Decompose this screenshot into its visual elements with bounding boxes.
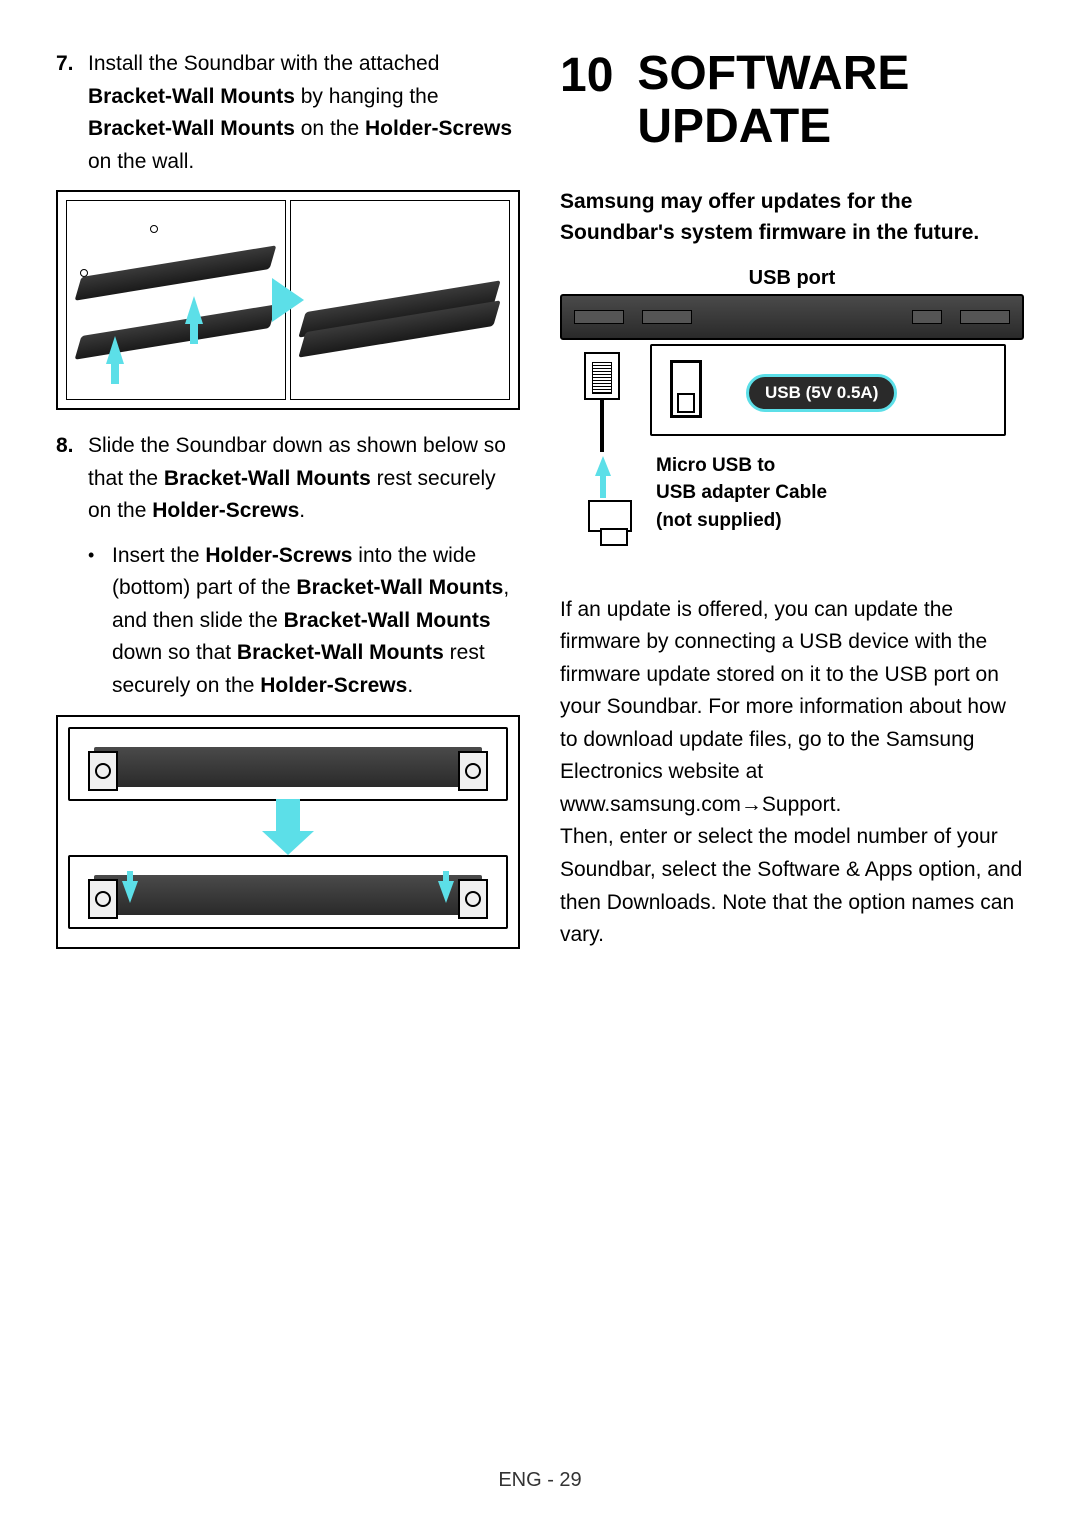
usb-plug-icon (584, 352, 620, 400)
figure-panel-right (290, 200, 510, 400)
text: . (299, 499, 305, 522)
figure-install-soundbar (56, 190, 520, 410)
chapter-title: SOFTWARE UPDATE (637, 48, 1024, 154)
figure-panel-left (66, 200, 286, 400)
step-number: 8. (56, 430, 88, 528)
figure-slide-mount (56, 715, 520, 949)
bold: Bracket-Wall Mounts (88, 117, 295, 140)
text: Then, enter or select the model number o… (560, 825, 1022, 946)
bold: Holder-Screws (260, 674, 407, 697)
usb-port-label: USB port (560, 267, 1024, 290)
body-paragraph: If an update is offered, you can update … (560, 594, 1024, 952)
bold: Bracket-Wall Mounts (284, 609, 491, 632)
text: on the (295, 117, 365, 140)
bold: Holder-Screws (365, 117, 512, 140)
text: Install the Soundbar with the attached (88, 52, 439, 75)
cable-label-line: USB adapter Cable (656, 479, 827, 507)
bold: Holder-Screws (205, 544, 352, 567)
text: . (407, 674, 413, 697)
text: by hanging the (295, 85, 439, 108)
cable-label: Micro USB to USB adapter Cable (not supp… (656, 452, 827, 535)
bullet-body: Insert the Holder-Screws into the wide (… (112, 540, 520, 703)
bold: Bracket-Wall Mounts (296, 576, 503, 599)
text: Insert the (112, 544, 205, 567)
cable-label-line: (not supplied) (656, 507, 827, 535)
arrow-up-icon (595, 456, 611, 476)
text: If an update is offered, you can update … (560, 598, 1006, 784)
bold: Holder-Screws (152, 499, 299, 522)
step-7: 7. Install the Soundbar with the attache… (56, 48, 520, 178)
right-column: 10 SOFTWARE UPDATE Samsung may offer upd… (560, 48, 1024, 969)
step-8: 8. Slide the Soundbar down as shown belo… (56, 430, 520, 528)
arrow-right-icon (272, 278, 304, 322)
bold: Bracket-Wall Mounts (237, 641, 444, 664)
usb-connector-icon (588, 500, 632, 532)
bold: Bracket-Wall Mounts (164, 467, 371, 490)
left-column: 7. Install the Soundbar with the attache… (56, 48, 520, 969)
chapter-number: 10 (560, 48, 613, 103)
bold: Bracket-Wall Mounts (88, 85, 295, 108)
intro-text: Samsung may offer updates for the Soundb… (560, 186, 1024, 249)
url-text: www.samsung.com→Support. (560, 793, 841, 816)
step-number: 7. (56, 48, 88, 178)
step-8-body: Slide the Soundbar down as shown below s… (88, 430, 520, 528)
usb-badge: USB (5V 0.5A) (746, 374, 897, 412)
text: on the wall. (88, 150, 194, 173)
chapter-heading: 10 SOFTWARE UPDATE (560, 48, 1024, 154)
cable-label-line: Micro USB to (656, 452, 827, 480)
step-7-body: Install the Soundbar with the attached B… (88, 48, 520, 178)
bullet-icon: • (88, 540, 112, 703)
figure-usb-update: USB (5V 0.5A) Micro USB to USB adapter C… (560, 294, 1024, 574)
page-footer: ENG - 29 (0, 1469, 1080, 1492)
text: down so that (112, 641, 237, 664)
bullet-item: • Insert the Holder-Screws into the wide… (88, 540, 520, 703)
